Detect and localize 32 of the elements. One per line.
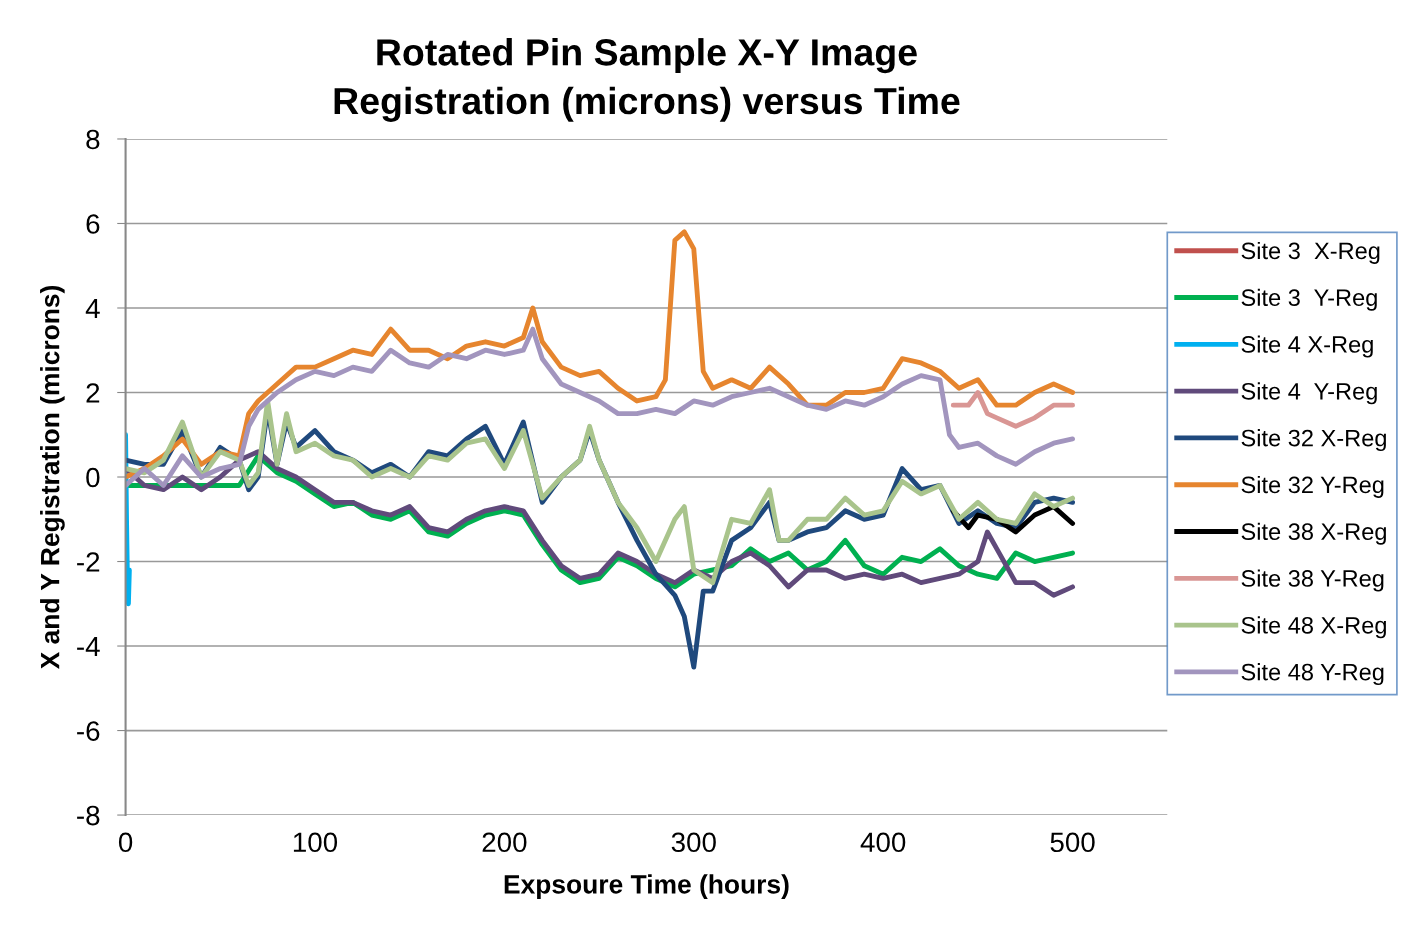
legend-label: Site 3 Y-Reg: [1241, 288, 1377, 311]
y-tick-label: -6: [77, 721, 100, 741]
legend-label: Site 48 Y-Reg: [1241, 663, 1384, 686]
legend-label: Site 38 X-Reg: [1241, 522, 1386, 545]
y-tick-label: 2: [86, 383, 100, 403]
x-tick-label: 500: [1050, 832, 1095, 853]
line-series: [125, 432, 132, 607]
x-tick-label: 300: [671, 832, 716, 853]
y-tick-label: 6: [86, 214, 100, 234]
legend-label: Site 4 Y-Reg: [1241, 382, 1377, 405]
y-tick-label: -8: [77, 805, 100, 826]
x-axis-title: Expsoure Time (hours): [504, 874, 789, 899]
legend-label: Site 48 X-Reg: [1241, 616, 1386, 639]
legend-label: Site 38 Y-Reg: [1241, 569, 1384, 592]
x-tick-label: 100: [293, 832, 338, 853]
y-tick-label: 8: [86, 129, 100, 150]
legend-label: Site 3 X-Reg: [1241, 241, 1380, 264]
line-series: [125, 326, 1076, 488]
legend-label: Site 32 X-Reg: [1241, 429, 1386, 452]
x-tick-label: 400: [860, 832, 906, 853]
y-axis-title: X and Y Registration (microns): [40, 285, 65, 670]
x-tick-label: 0: [118, 832, 133, 853]
y-tick-label: 4: [85, 298, 100, 319]
legend-label: Site 4 X-Reg: [1241, 335, 1373, 358]
y-tick-label: 0: [86, 467, 100, 488]
x-tick-label: 200: [482, 832, 527, 853]
y-tick-label: -2: [77, 552, 100, 572]
line-series: [950, 390, 1076, 429]
legend-label: Site 32 Y-Reg: [1241, 475, 1384, 498]
chart-title: Rotated Pin Sample X-Y Image Registration (microns) versus Time: [334, 38, 960, 122]
y-tick-label: -4: [77, 636, 100, 657]
line-series: [125, 229, 1076, 480]
